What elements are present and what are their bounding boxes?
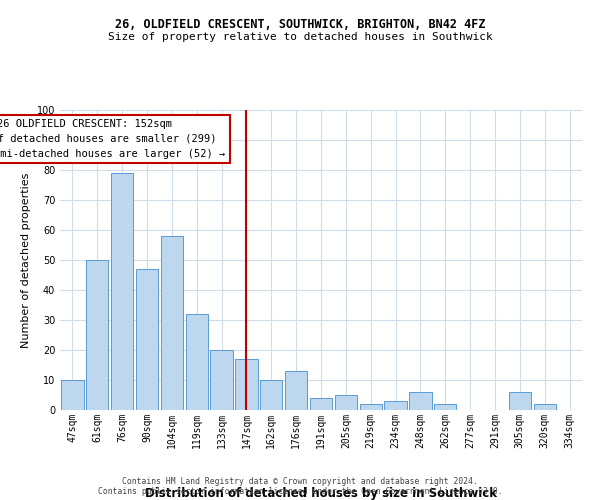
Text: 26, OLDFIELD CRESCENT, SOUTHWICK, BRIGHTON, BN42 4FZ: 26, OLDFIELD CRESCENT, SOUTHWICK, BRIGHT… — [115, 18, 485, 30]
Bar — [385, 401, 407, 410]
Bar — [359, 404, 382, 410]
Bar — [161, 236, 183, 410]
X-axis label: Distribution of detached houses by size in Southwick: Distribution of detached houses by size … — [145, 487, 497, 500]
Bar — [335, 395, 357, 410]
Text: Contains HM Land Registry data © Crown copyright and database right 2024.: Contains HM Land Registry data © Crown c… — [122, 477, 478, 486]
Bar — [111, 173, 133, 410]
Bar — [310, 398, 332, 410]
Bar — [434, 404, 457, 410]
Bar — [533, 404, 556, 410]
Bar — [285, 371, 307, 410]
Y-axis label: Number of detached properties: Number of detached properties — [21, 172, 31, 348]
Bar — [61, 380, 83, 410]
Text: Contains public sector information licensed under the Open Government Licence v3: Contains public sector information licen… — [98, 487, 502, 496]
Bar — [86, 260, 109, 410]
Bar — [260, 380, 283, 410]
Bar — [235, 359, 257, 410]
Bar — [509, 392, 531, 410]
Bar — [211, 350, 233, 410]
Bar — [185, 314, 208, 410]
Text: 26 OLDFIELD CRESCENT: 152sqm
← 85% of detached houses are smaller (299)
15% of s: 26 OLDFIELD CRESCENT: 152sqm ← 85% of de… — [0, 119, 226, 158]
Text: Size of property relative to detached houses in Southwick: Size of property relative to detached ho… — [107, 32, 493, 42]
Bar — [136, 269, 158, 410]
Bar — [409, 392, 431, 410]
